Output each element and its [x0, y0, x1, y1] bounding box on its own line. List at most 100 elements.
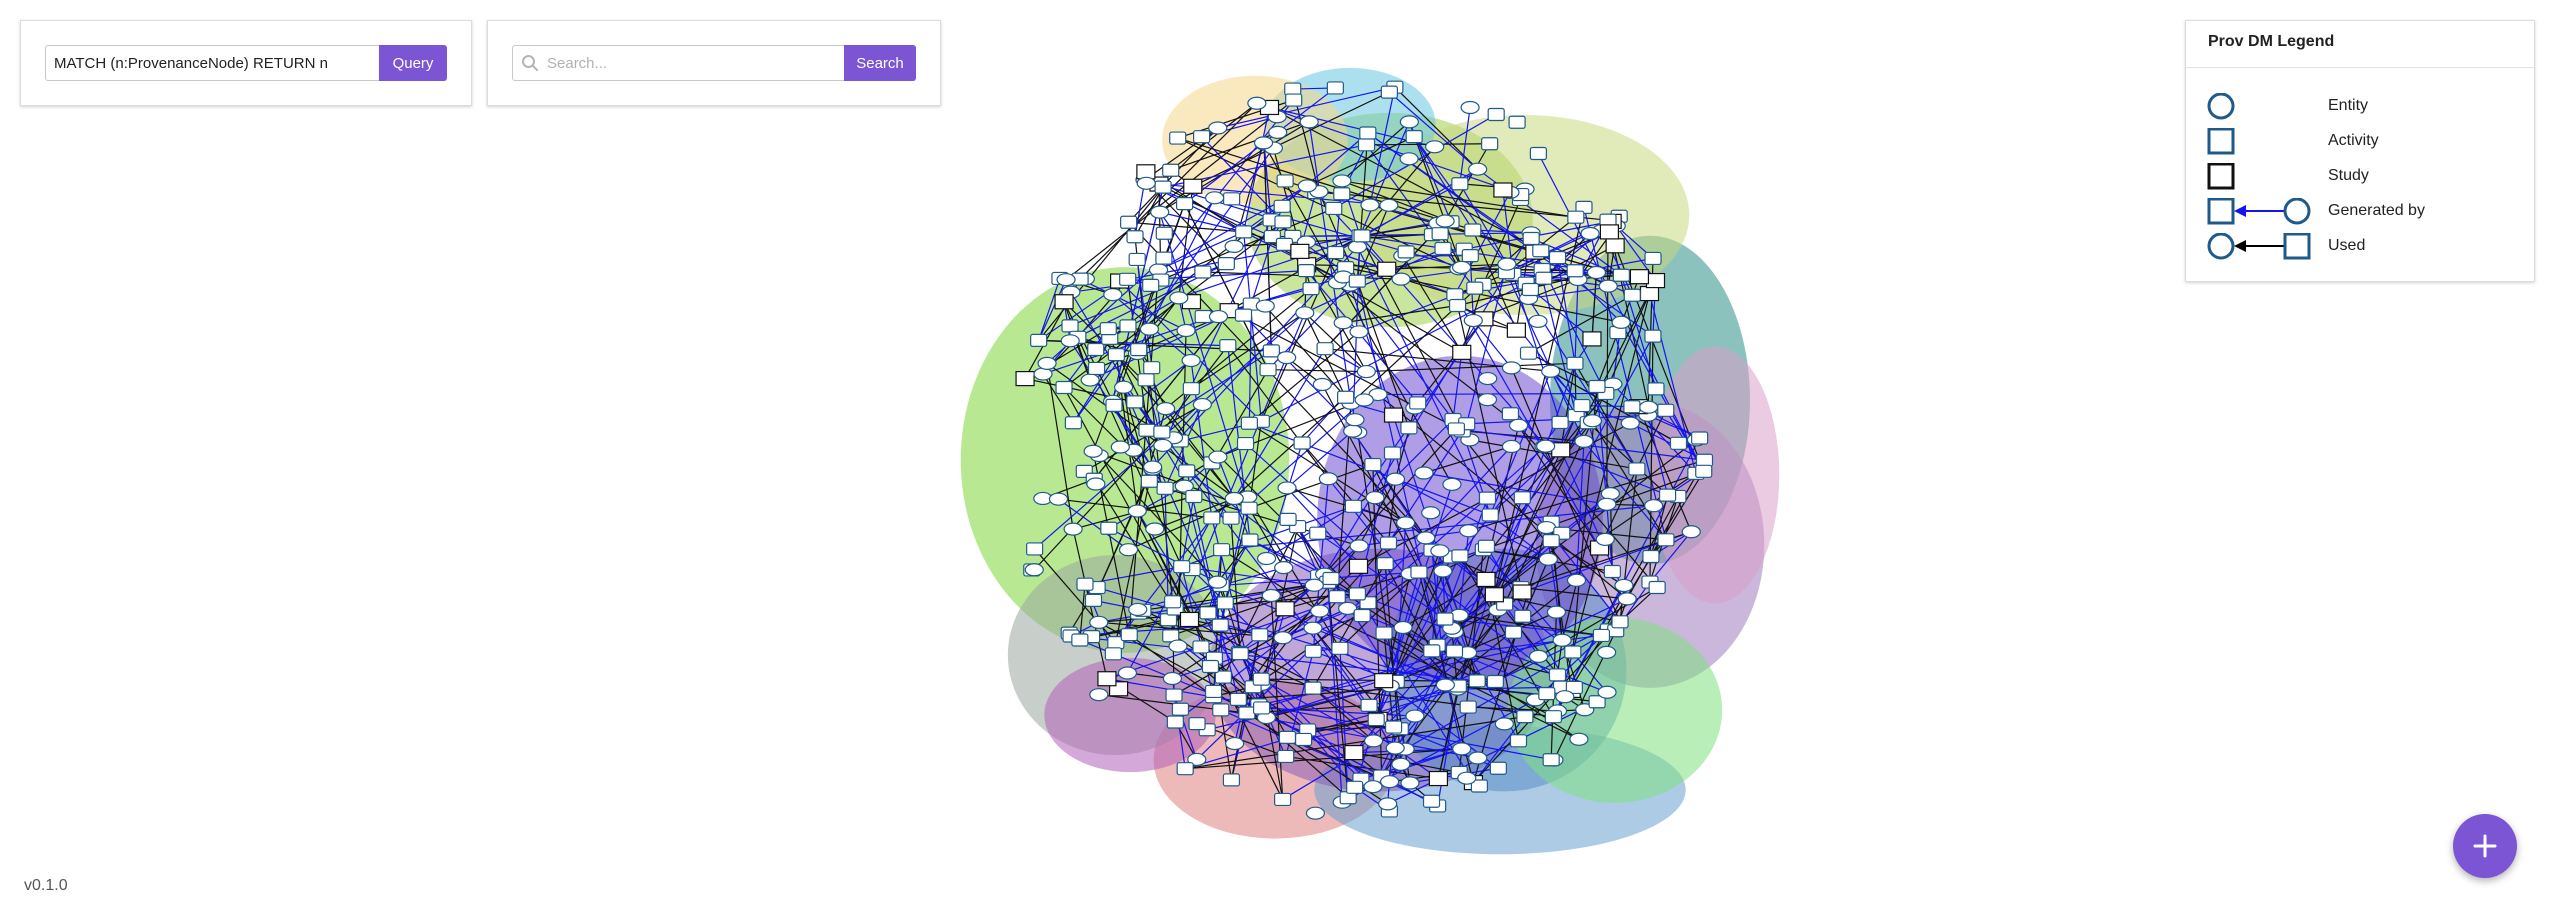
- activity-node[interactable]: [1470, 779, 1489, 793]
- activity-node[interactable]: [1293, 436, 1311, 450]
- activity-node[interactable]: [1169, 131, 1187, 145]
- entity-node[interactable]: [1497, 257, 1517, 271]
- activity-node[interactable]: [1212, 543, 1231, 557]
- query-button[interactable]: Query: [379, 45, 447, 81]
- entity-node[interactable]: [1354, 393, 1374, 407]
- activity-node[interactable]: [1171, 702, 1190, 716]
- study-node[interactable]: [1645, 272, 1666, 289]
- activity-node[interactable]: [1567, 210, 1585, 224]
- activity-node[interactable]: [1277, 749, 1295, 764]
- activity-node[interactable]: [1521, 282, 1539, 297]
- entity-node[interactable]: [1224, 239, 1244, 253]
- entity-node[interactable]: [1297, 179, 1317, 193]
- activity-node[interactable]: [1278, 730, 1297, 744]
- entity-node[interactable]: [1153, 438, 1173, 453]
- entity-node[interactable]: [1385, 472, 1406, 486]
- entity-node[interactable]: [1024, 563, 1044, 577]
- entity-node[interactable]: [1345, 413, 1365, 427]
- study-node[interactable]: [1599, 224, 1619, 240]
- entity-node[interactable]: [1181, 353, 1201, 368]
- entity-node[interactable]: [1086, 477, 1106, 491]
- activity-node[interactable]: [1384, 720, 1403, 734]
- entity-node[interactable]: [1620, 416, 1640, 430]
- activity-node[interactable]: [1477, 539, 1496, 553]
- entity-node[interactable]: [1508, 418, 1529, 432]
- entity-node[interactable]: [1433, 564, 1453, 578]
- activity-node[interactable]: [1451, 177, 1469, 191]
- activity-node[interactable]: [1542, 753, 1560, 767]
- activity-node[interactable]: [1353, 229, 1371, 243]
- entity-node[interactable]: [1580, 226, 1600, 241]
- entity-node[interactable]: [1037, 356, 1057, 370]
- activity-node[interactable]: [1409, 396, 1427, 410]
- entity-node[interactable]: [1363, 780, 1383, 794]
- entity-node[interactable]: [1207, 575, 1228, 589]
- entity-node[interactable]: [1255, 299, 1275, 313]
- activity-node[interactable]: [1623, 400, 1641, 414]
- activity-node[interactable]: [1076, 577, 1094, 591]
- activity-node[interactable]: [1422, 794, 1441, 808]
- activity-node[interactable]: [1612, 268, 1630, 282]
- activity-node[interactable]: [1084, 593, 1103, 607]
- activity-node[interactable]: [1328, 590, 1346, 604]
- entity-node[interactable]: [1225, 736, 1245, 751]
- entity-node[interactable]: [1299, 115, 1319, 129]
- entity-node[interactable]: [1528, 314, 1548, 328]
- activity-node[interactable]: [1120, 627, 1138, 642]
- activity-node[interactable]: [1544, 710, 1563, 724]
- activity-node[interactable]: [1535, 271, 1553, 285]
- activity-node[interactable]: [1468, 674, 1486, 688]
- activity-node[interactable]: [1669, 436, 1688, 450]
- entity-node[interactable]: [1274, 561, 1294, 575]
- activity-node[interactable]: [1297, 264, 1315, 278]
- activity-node[interactable]: [1251, 628, 1269, 642]
- activity-node[interactable]: [1337, 390, 1355, 404]
- entity-node[interactable]: [1399, 152, 1419, 166]
- activity-node[interactable]: [1532, 244, 1550, 258]
- entity-node[interactable]: [1261, 588, 1281, 603]
- search-button[interactable]: Search: [844, 45, 916, 81]
- activity-node[interactable]: [1376, 557, 1394, 571]
- activity-node[interactable]: [1182, 382, 1200, 396]
- entity-node[interactable]: [1597, 497, 1617, 511]
- activity-node[interactable]: [1119, 272, 1137, 286]
- entity-node[interactable]: [1435, 678, 1455, 692]
- entity-node[interactable]: [1312, 377, 1332, 392]
- activity-node[interactable]: [1194, 265, 1212, 279]
- entity-node[interactable]: [1310, 604, 1330, 618]
- activity-node[interactable]: [1199, 606, 1217, 620]
- activity-node[interactable]: [1566, 356, 1584, 370]
- entity-node[interactable]: [1478, 371, 1498, 386]
- activity-node[interactable]: [1658, 488, 1677, 502]
- activity-node[interactable]: [1231, 647, 1249, 661]
- activity-node[interactable]: [1120, 215, 1138, 229]
- activity-node[interactable]: [1241, 533, 1259, 547]
- study-node[interactable]: [1512, 584, 1532, 600]
- query-input[interactable]: [45, 45, 399, 81]
- activity-node[interactable]: [1628, 462, 1646, 476]
- entity-node[interactable]: [1139, 322, 1160, 336]
- activity-node[interactable]: [1434, 241, 1452, 256]
- entity-node[interactable]: [1143, 460, 1163, 474]
- entity-node[interactable]: [1600, 487, 1620, 501]
- activity-node[interactable]: [1611, 615, 1629, 629]
- entity-node[interactable]: [1318, 472, 1338, 486]
- study-node[interactable]: [1428, 770, 1449, 787]
- entity-node[interactable]: [1060, 334, 1080, 348]
- activity-node[interactable]: [1564, 645, 1582, 659]
- activity-node[interactable]: [1642, 549, 1660, 564]
- activity-node[interactable]: [1178, 464, 1196, 478]
- activity-node[interactable]: [1087, 361, 1106, 376]
- entity-node[interactable]: [1380, 775, 1400, 789]
- activity-node[interactable]: [1155, 251, 1173, 265]
- entity-node[interactable]: [1597, 685, 1617, 699]
- entity-node[interactable]: [1541, 364, 1561, 378]
- entity-node[interactable]: [1156, 401, 1176, 416]
- entity-node[interactable]: [1273, 631, 1293, 645]
- activity-node[interactable]: [1143, 361, 1161, 375]
- entity-node[interactable]: [1614, 578, 1634, 593]
- activity-node[interactable]: [1104, 647, 1122, 661]
- activity-node[interactable]: [1400, 421, 1418, 435]
- study-node[interactable]: [1275, 601, 1295, 617]
- activity-node[interactable]: [1644, 251, 1662, 266]
